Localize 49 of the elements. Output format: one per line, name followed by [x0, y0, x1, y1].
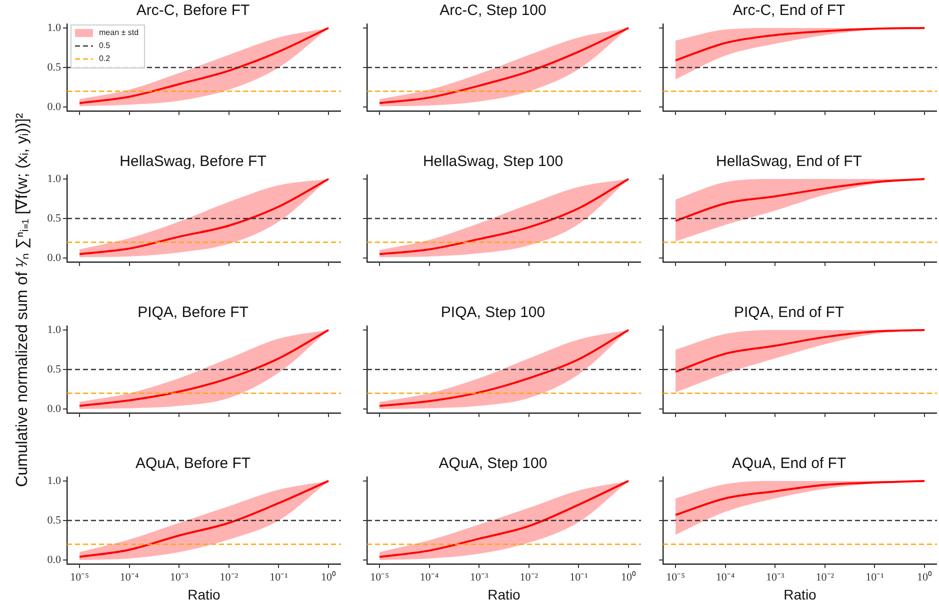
- chart-title: AQuA, End of FT: [732, 455, 846, 472]
- legend-label: 0.2: [99, 54, 111, 64]
- x-tick-label: 10⁻³: [170, 571, 189, 584]
- chart-title: HellaSwag, End of FT: [716, 153, 862, 170]
- x-tick-label: 10⁻²: [520, 571, 539, 584]
- y-tick-label: 0.0: [47, 100, 62, 113]
- chart-title: Arc-C, Before FT: [136, 2, 250, 20]
- y-tick-label: 0.0: [47, 402, 62, 415]
- y-tick-label: 0.0: [47, 252, 62, 264]
- chart-title: PIQA, End of FT: [734, 304, 844, 322]
- x-tick-label: 10⁻¹: [270, 571, 288, 584]
- y-tick-label: 1.0: [47, 22, 62, 34]
- chart-title: PIQA, Before FT: [138, 304, 248, 322]
- y-tick-label: 0.5: [47, 363, 62, 376]
- chart-title: PIQA, Step 100: [440, 304, 546, 322]
- x-tick-label: 10⁻²: [220, 571, 239, 584]
- x-axis-title: Ratio: [188, 586, 221, 602]
- x-tick-label: 10⁰: [917, 570, 932, 584]
- y-tick-label: 0.5: [47, 514, 62, 526]
- x-tick-label: 10⁻⁵: [370, 571, 390, 584]
- x-tick-label: 10⁻³: [766, 571, 785, 584]
- chart-title: AQuA, Before FT: [135, 455, 251, 472]
- x-tick-label: 10⁻⁴: [420, 571, 439, 584]
- x-tick-label: 10⁰: [321, 570, 336, 584]
- x-tick-label: 10⁻⁴: [120, 571, 139, 584]
- y-tick-label: 0.0: [47, 554, 62, 566]
- chart-title: Arc-C, Step 100: [440, 2, 546, 20]
- chart-title: AQuA, Step 100: [438, 455, 548, 472]
- x-tick-label: 10⁰: [621, 570, 636, 584]
- legend-label: mean ± std: [99, 28, 139, 38]
- chart-title: Arc-C, End of FT: [732, 2, 846, 20]
- x-axis-title: Ratio: [488, 586, 521, 602]
- y-tick-label: 1.0: [47, 172, 62, 185]
- legend-label: 0.5: [99, 41, 111, 50]
- x-tick-label: 10⁻⁴: [716, 571, 735, 584]
- y-axis-title: Cumulative normalized sum of ¹⁄ₙ ∑ⁿᵢ₌₁ [∇f(w; (xᵢ, yᵢ))]²: [13, 112, 32, 488]
- chart-title: HellaSwag, Before FT: [120, 153, 266, 170]
- x-axis-title: Ratio: [784, 586, 817, 602]
- x-tick-label: 10⁻¹: [570, 571, 588, 584]
- y-tick-label: 1.0: [47, 324, 62, 336]
- x-tick-label: 10⁻¹: [866, 571, 884, 584]
- x-tick-label: 10⁻⁵: [666, 571, 686, 584]
- chart-title: HellaSwag, Step 100: [422, 153, 564, 170]
- y-tick-label: 1.0: [47, 474, 62, 487]
- x-tick-label: 10⁻⁵: [70, 571, 90, 584]
- x-tick-label: 10⁻³: [470, 571, 489, 584]
- x-tick-label: 10⁻²: [816, 571, 835, 584]
- y-tick-label: 0.5: [47, 61, 62, 74]
- y-tick-label: 0.5: [47, 212, 62, 224]
